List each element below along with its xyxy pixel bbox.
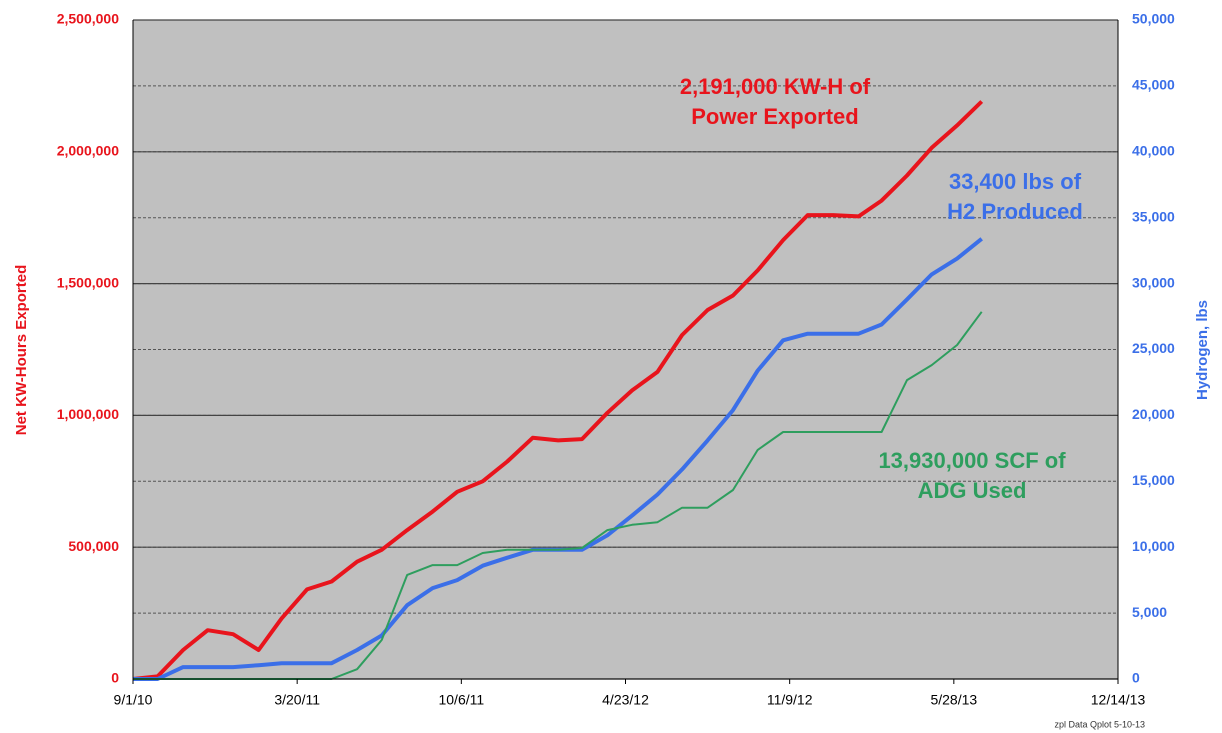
annotation: 2,191,000 KW-H of <box>680 74 871 99</box>
y2-tick-label: 45,000 <box>1132 77 1175 93</box>
x-tick-label: 5/28/13 <box>930 692 977 708</box>
series-line <box>132 100 984 681</box>
y2-tick-label: 40,000 <box>1132 143 1175 159</box>
y2-tick-label: 25,000 <box>1132 340 1175 356</box>
source-note: zpl Data Qplot 5-10-13 <box>1054 719 1145 729</box>
y-tick-label: 1,500,000 <box>57 274 119 290</box>
y2-tick-label: 15,000 <box>1132 472 1175 488</box>
y2-tick-label: 0 <box>1132 670 1140 686</box>
y2-tick-label: 10,000 <box>1132 538 1175 554</box>
x-tick-label: 4/23/12 <box>602 692 649 708</box>
annotation: ADG Used <box>918 478 1027 503</box>
y-tick-label: 0 <box>111 670 119 686</box>
x-tick-label: 12/14/13 <box>1091 692 1146 708</box>
annotation: Power Exported <box>691 104 858 129</box>
y2-axis-label: Hydrogen, lbs <box>1194 300 1211 400</box>
y2-tick-label: 5,000 <box>1132 604 1167 620</box>
y-tick-label: 2,500,000 <box>57 11 119 27</box>
y-tick-label: 2,000,000 <box>57 143 119 159</box>
y2-tick-label: 50,000 <box>1132 11 1175 27</box>
annotation: 33,400 lbs of <box>949 169 1082 194</box>
x-tick-label: 9/1/10 <box>114 692 153 708</box>
y2-tick-label: 30,000 <box>1132 274 1175 290</box>
annotation: H2 Produced <box>947 199 1083 224</box>
x-tick-label: 11/9/12 <box>767 692 813 708</box>
annotation: 13,930,000 SCF of <box>878 448 1066 473</box>
y-tick-label: 1,000,000 <box>57 406 119 422</box>
y2-tick-label: 20,000 <box>1132 406 1175 422</box>
y-tick-label: 500,000 <box>68 538 119 554</box>
x-tick-label: 10/6/11 <box>438 692 484 708</box>
y-axis-label: Net KW-Hours Exported <box>13 265 30 436</box>
x-tick-label: 3/20/11 <box>274 692 320 708</box>
y2-tick-label: 35,000 <box>1132 208 1175 224</box>
